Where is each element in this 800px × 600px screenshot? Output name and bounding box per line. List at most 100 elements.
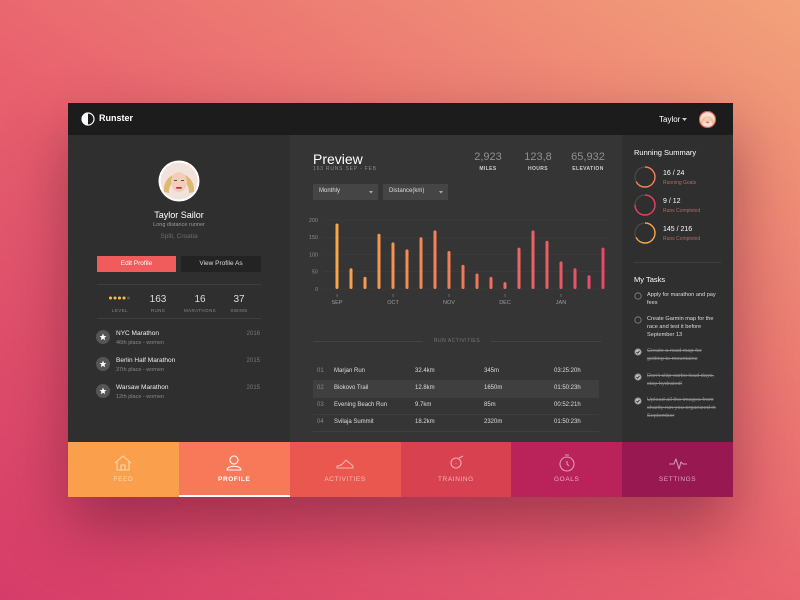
divider	[97, 284, 261, 285]
task-checkbox	[634, 348, 642, 356]
bar	[475, 273, 479, 289]
table-cell: 32.4km	[415, 368, 435, 374]
summary-label: 16 / 24	[663, 170, 685, 177]
row-divider	[313, 397, 599, 398]
nav-tab[interactable]: SETTINGS	[622, 442, 733, 497]
bar	[573, 268, 577, 289]
filter-label[interactable]: Monthly	[319, 188, 341, 194]
stat-value: 37	[233, 294, 245, 305]
table-cell: 00:52:21h	[554, 402, 581, 408]
x-tick-label: DEC	[499, 300, 511, 306]
nav-label[interactable]: SETTINGS	[658, 476, 697, 483]
level-dot	[122, 296, 126, 300]
bar	[377, 233, 381, 289]
nav-icon-shape	[668, 458, 687, 470]
edit-profile-button[interactable]: Edit Profile	[97, 256, 176, 272]
task-text: Create Garmin map for the race and test …	[647, 316, 714, 338]
nav-active-indicator	[178, 494, 291, 497]
race-name[interactable]: Berlin Half Marathon	[116, 357, 176, 364]
level-dot	[113, 296, 117, 300]
bar	[335, 223, 339, 289]
view-profile-button[interactable]: View Profile As	[181, 256, 261, 272]
preview-stat-value: 123,8	[524, 151, 552, 163]
race-result: 37th place - women	[116, 367, 164, 373]
bar	[391, 242, 395, 289]
table-row[interactable]: 03 Evening Beach Run 9.7km 85m 00:52:21h	[313, 397, 599, 414]
nav-icon	[226, 455, 242, 471]
filter-dropdown[interactable]: Monthly	[313, 184, 378, 200]
race-icon-star	[99, 387, 107, 395]
race-year: 2016	[246, 331, 260, 337]
nav-label[interactable]: PROFILE	[218, 476, 251, 483]
task-checkbox	[634, 316, 642, 324]
summary-caption: Running Goals	[663, 180, 697, 186]
bar	[517, 247, 521, 289]
nav-tab[interactable]: TRAINING	[400, 442, 512, 497]
race-result: 12th place - women	[116, 394, 164, 400]
summary-caption: Runs Completed	[663, 236, 701, 242]
race-year: 2015	[246, 358, 260, 364]
summary-title: Running Summary	[634, 148, 697, 157]
race-icon-star	[99, 360, 107, 368]
task-checkbox	[634, 292, 642, 300]
table-cell: 12.8km	[415, 385, 435, 391]
race-result: 46th place - women	[116, 340, 164, 346]
table-cell: Svilaja Summit	[334, 419, 374, 425]
filter-label[interactable]: Distance(km)	[389, 188, 425, 194]
level-dot	[118, 296, 121, 300]
race-name[interactable]: Warsaw Marathon	[116, 384, 169, 391]
profile-avatar	[158, 160, 200, 202]
table-cell: 85m	[484, 402, 496, 408]
y-tick-label: 100	[309, 252, 318, 258]
checkbox-circle[interactable]	[634, 348, 642, 356]
nav-label[interactable]: GOALS	[554, 476, 580, 483]
bar	[559, 261, 563, 289]
logo	[81, 112, 95, 126]
table-cell: 03	[317, 402, 324, 408]
table-row[interactable]: 01 Marjan Run 32.4km 345m 03:25:20h	[313, 363, 599, 380]
nav-tab[interactable]: GOALS	[511, 442, 623, 497]
checkmark	[636, 375, 640, 379]
y-tick-label: 0	[315, 287, 318, 293]
run-chart: 0 50 100 150 200 SEP OCT NOV DEC JAN	[309, 218, 608, 306]
user-name[interactable]: Taylor	[659, 115, 681, 124]
task-text: Apply for marathon and pay fees	[647, 292, 716, 306]
checkbox-circle[interactable]	[634, 292, 642, 300]
level-dot	[109, 296, 112, 300]
ring-progress	[634, 222, 656, 244]
preview-stat-label: HOURS	[527, 166, 549, 172]
checkbox-circle[interactable]	[634, 397, 642, 405]
user-avatar[interactable]	[699, 111, 716, 128]
nav-label[interactable]: ACTIVITIES	[324, 476, 366, 483]
bar	[489, 276, 493, 289]
task-list: Apply for marathon and pay fees Create Ga…	[622, 291, 733, 441]
nav-label[interactable]: TRAINING	[437, 476, 474, 483]
filter-dropdown[interactable]: Distance(km)	[383, 184, 448, 200]
task-checkbox	[634, 373, 642, 381]
y-tick-label: 200	[309, 218, 318, 224]
bar	[405, 249, 409, 289]
level-dots	[109, 296, 130, 300]
table-cell: 2320m	[484, 419, 503, 425]
checkbox-circle[interactable]	[634, 373, 642, 381]
table-row[interactable]: 02 Biokovo Trail 12.8km 1650m 01:50:23h	[313, 380, 599, 397]
race-name[interactable]: NYC Marathon	[116, 330, 159, 337]
nav-icon-shape	[336, 459, 354, 469]
stat-label: RUNS	[150, 308, 166, 313]
nav-tab[interactable]: ACTIVITIES	[289, 442, 401, 497]
user-caret[interactable]	[682, 118, 687, 122]
progress-ring	[634, 194, 656, 216]
preview-stat-value: 2,923	[474, 151, 502, 163]
nav-label[interactable]: FEED	[113, 476, 134, 483]
nav-tab[interactable]: PROFILE	[178, 442, 291, 497]
nav-icon	[450, 455, 464, 469]
nav-tab[interactable]: FEED	[68, 442, 180, 497]
x-tick-label: NOV	[443, 300, 455, 306]
brand[interactable]: Runster	[99, 113, 134, 123]
checkbox-circle[interactable]	[634, 316, 642, 324]
preview-stats: 2,923 MILES 123,8 HOURS 65,932 ELEVATION	[468, 151, 613, 175]
table-cell: 01:50:23h	[554, 385, 581, 391]
nav-icon	[115, 455, 132, 471]
table-cell: 345m	[484, 368, 500, 374]
table-row[interactable]: 04 Svilaja Summit 18.2km 2320m 01:50:23h	[313, 414, 599, 431]
